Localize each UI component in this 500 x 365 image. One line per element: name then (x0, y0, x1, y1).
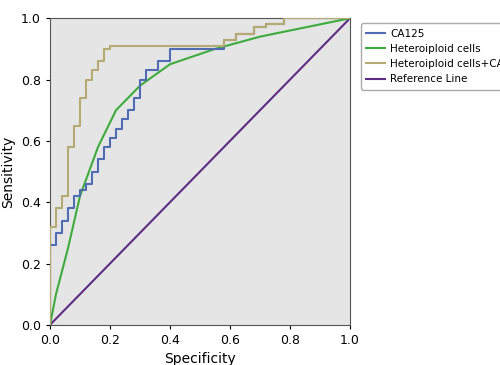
X-axis label: Specificity: Specificity (164, 353, 236, 365)
Y-axis label: Sensitivity: Sensitivity (2, 135, 16, 208)
Legend: CA125, Heteroiploid cells, Heteroiploid cells+CA125, Reference Line: CA125, Heteroiploid cells, Heteroiploid … (361, 23, 500, 89)
